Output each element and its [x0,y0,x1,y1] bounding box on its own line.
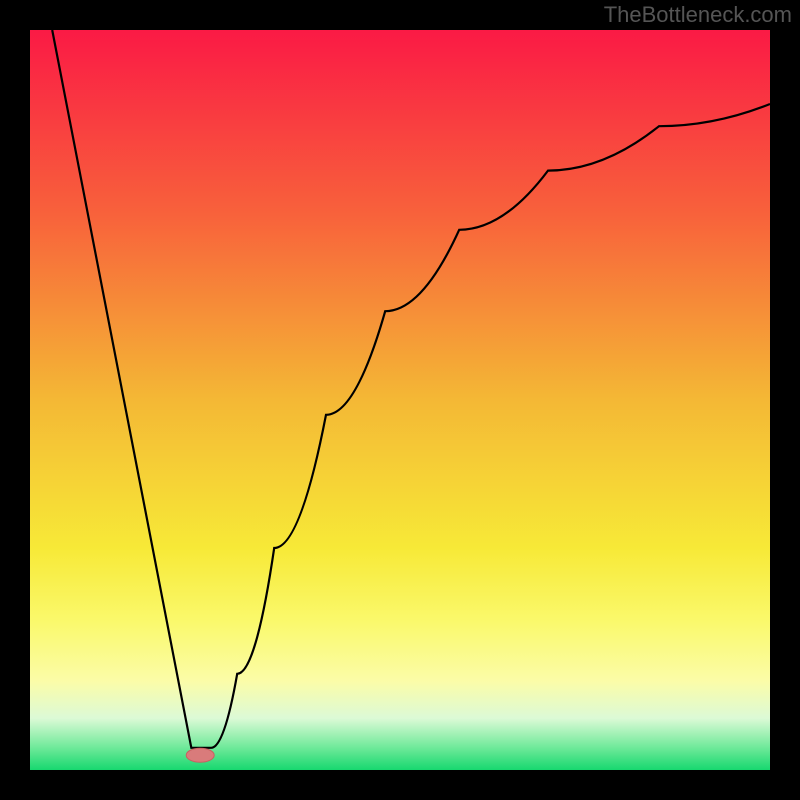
chart-container: { "watermark": "TheBottleneck.com", "cha… [0,0,800,800]
plot-gradient-background [30,30,770,770]
bottleneck-chart [0,0,800,800]
watermark-text: TheBottleneck.com [604,2,792,28]
optimal-point-marker [186,748,214,762]
